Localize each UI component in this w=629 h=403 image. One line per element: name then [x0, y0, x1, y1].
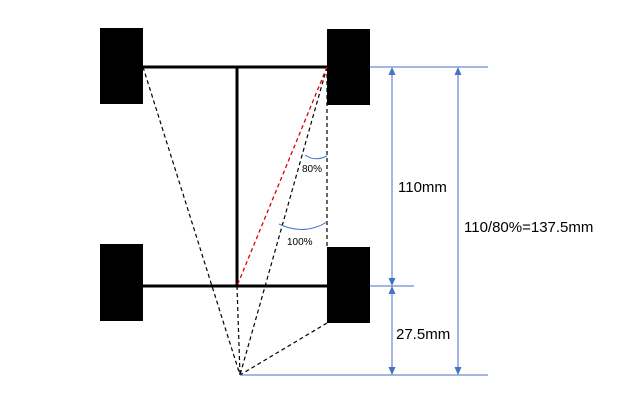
- dashed-line-front-left-to-point: [142, 66, 241, 376]
- arrow-110-top: [388, 67, 396, 75]
- dimension-extension-lines: [240, 66, 488, 376]
- arrow-27-5-top: [388, 286, 396, 294]
- wheel-front-right: [327, 29, 370, 105]
- dashed-line-rear-right-to-point: [239, 322, 328, 376]
- dim-label-110: 110mm: [398, 179, 447, 196]
- angle-label-80: 80%: [302, 164, 322, 175]
- dimension-arrowheads: [388, 67, 462, 375]
- dashed-line-front-right-to-point: [239, 66, 328, 376]
- dimension-lines: [391, 69, 459, 373]
- arrow-110-bottom: [388, 278, 396, 286]
- wheel-rear-left: [100, 244, 143, 321]
- wheel-rear-right: [327, 247, 370, 323]
- ackermann-red-line: [236, 66, 328, 287]
- construction-lines: [142, 66, 328, 376]
- dim-label-27-5: 27.5mm: [396, 326, 450, 343]
- wheel-front-left: [100, 28, 143, 104]
- arrow-137-5-bottom: [454, 367, 462, 375]
- dim-label-137-5: 110/80%=137.5mm: [464, 219, 593, 236]
- dashed-line-center-to-point: [236, 285, 241, 376]
- angle-label-100: 100%: [287, 237, 313, 248]
- angle-arc-80: [304, 154, 328, 160]
- arrow-27-5-bottom: [388, 367, 396, 375]
- angle-arc-100: [278, 221, 328, 230]
- arrow-137-5-top: [454, 67, 462, 75]
